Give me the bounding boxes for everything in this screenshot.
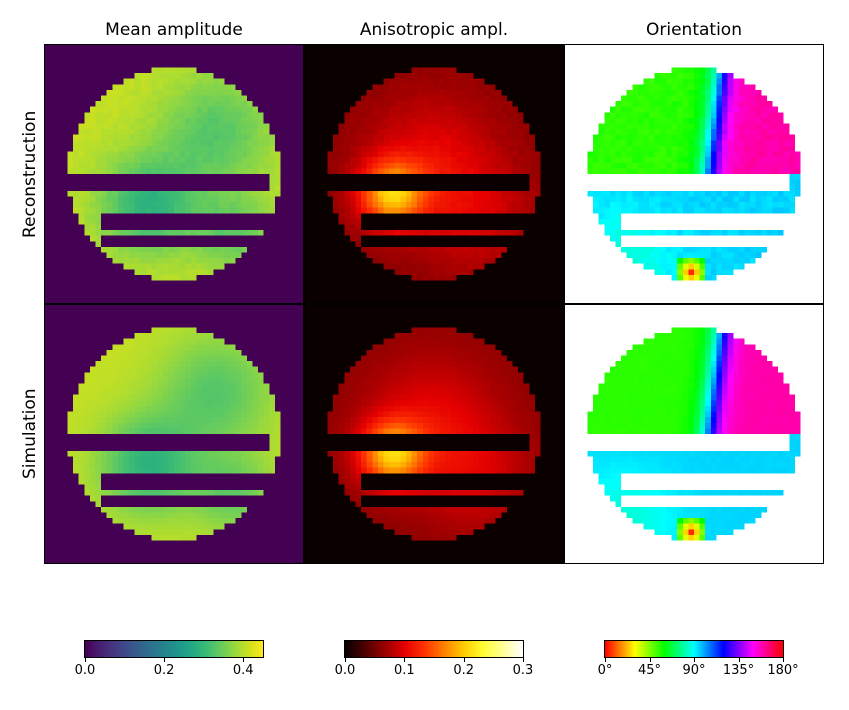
colorbar-canvas [345,641,523,657]
row-title-recon: Reconstruction [16,44,44,304]
figure: Mean amplitude Anisotropic ampl. Orienta… [16,16,833,694]
panel-sim-aniso: 02040 [304,304,564,564]
canvas-sim-mean [45,305,303,563]
canvas-sim-aniso [305,305,563,563]
col-title-orient: Orientation [564,16,824,44]
canvas-recon-orient [565,45,823,303]
colorbar-canvas [605,641,783,657]
colorbar-hsv: 0°45°90°135°180° [604,640,784,658]
col-title-mean: Mean amplitude [44,16,304,44]
colorbar-wrap-hot: 0.00.10.20.3 [304,640,564,694]
row-title-sim: Simulation [16,304,44,564]
col-title-aniso: Anisotropic ampl. [304,16,564,44]
canvas-recon-aniso [305,45,563,303]
colorbar-row: 0.00.20.4 0.00.10.20.3 0°45°90°135°180° [16,640,833,694]
colorbar-canvas [85,641,263,657]
colorbar-hot: 0.00.10.20.3 [344,640,524,658]
panel-recon-aniso [304,44,564,304]
canvas-recon-mean [45,45,303,303]
colorbar-wrap-hsv: 0°45°90°135°180° [564,640,824,694]
colorbar-viridis: 0.00.20.4 [84,640,264,658]
panel-grid: Mean amplitude Anisotropic ampl. Orienta… [16,16,833,592]
colorbar-wrap-viridis: 0.00.20.4 [44,640,304,694]
panel-recon-mean: 010203040 [44,44,304,304]
panel-sim-mean: 1020304002040 [44,304,304,564]
panel-sim-orient: 02040 [564,304,824,564]
canvas-sim-orient [565,305,823,563]
panel-recon-orient [564,44,824,304]
